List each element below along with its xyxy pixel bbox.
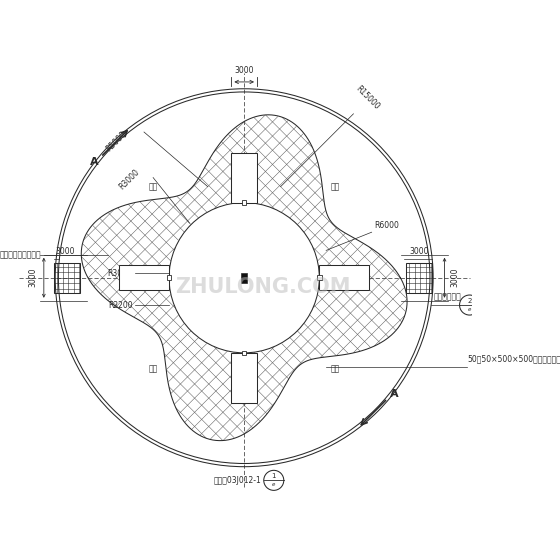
Text: 3000: 3000 (450, 268, 460, 287)
Text: 50厗50×500×500荒漠化石干粗: 50厗50×500×500荒漠化石干粗 (467, 354, 560, 363)
Text: 草地: 草地 (148, 182, 158, 191)
Text: 3000: 3000 (29, 268, 38, 287)
Bar (242, 200, 246, 205)
Text: R3000: R3000 (118, 168, 142, 192)
Text: e: e (272, 482, 276, 487)
Text: 3000: 3000 (55, 247, 74, 256)
Text: R3000: R3000 (108, 269, 133, 278)
Text: 1: 1 (272, 473, 276, 479)
Text: 2: 2 (468, 297, 472, 304)
Text: 钉船参03J012-1: 钉船参03J012-1 (214, 476, 262, 485)
Text: R15000: R15000 (353, 84, 381, 111)
Text: ZHULONG.COM: ZHULONG.COM (175, 277, 350, 297)
Text: 4000: 4000 (278, 321, 298, 330)
Text: 花池: 花池 (148, 365, 158, 374)
Bar (241, 273, 247, 283)
Text: A: A (90, 157, 98, 167)
Text: 3000: 3000 (235, 66, 254, 75)
Bar (317, 276, 321, 280)
Bar (231, 152, 257, 203)
Bar (54, 263, 80, 292)
Text: 草地: 草地 (217, 250, 226, 259)
Text: e: e (468, 307, 472, 312)
Text: R5000: R5000 (104, 129, 128, 153)
Text: 石材路面做法: 石材路面做法 (433, 292, 461, 301)
Text: 顺地小品严参考图籌: 顺地小品严参考图籌 (0, 250, 41, 259)
Circle shape (169, 203, 319, 353)
Bar (119, 265, 169, 291)
Bar (319, 265, 370, 291)
Text: A: A (390, 389, 399, 399)
Bar (242, 351, 246, 355)
Text: 3000: 3000 (409, 247, 429, 256)
Text: 花池: 花池 (330, 365, 340, 374)
Bar (231, 353, 257, 403)
Bar (406, 263, 432, 292)
Text: 草地: 草地 (330, 182, 340, 191)
Text: R2200: R2200 (108, 301, 133, 310)
Text: R6000: R6000 (374, 221, 399, 230)
Bar (167, 276, 171, 280)
